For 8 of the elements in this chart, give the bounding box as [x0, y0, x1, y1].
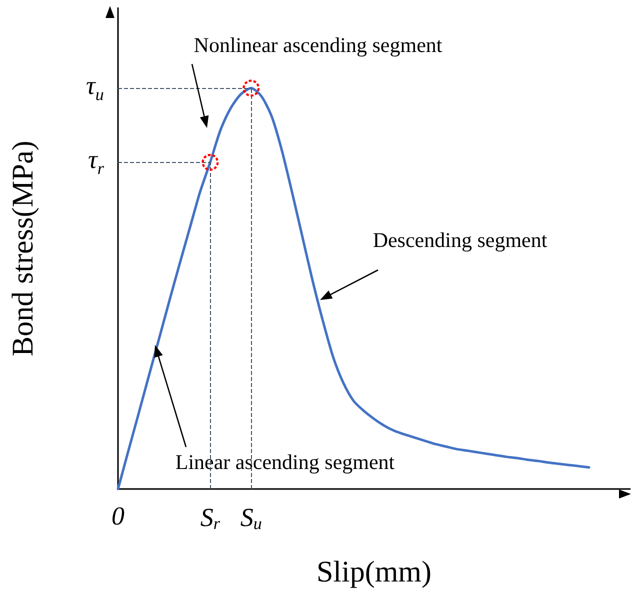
annotation: Descending segment: [372, 228, 548, 252]
ref-line-label: τ$_{r}$: [88, 145, 104, 178]
ref-line-label: τ$_{u}$: [86, 71, 104, 104]
x-tick-label: 0: [112, 502, 124, 530]
text: Nonlinear ascending segment: [194, 33, 442, 57]
x-axis-title: Slip(mm): [316, 556, 432, 588]
y-axis-title: Bond stress(MPa): [6, 140, 40, 356]
annotation: Linear ascending segment: [175, 450, 395, 474]
